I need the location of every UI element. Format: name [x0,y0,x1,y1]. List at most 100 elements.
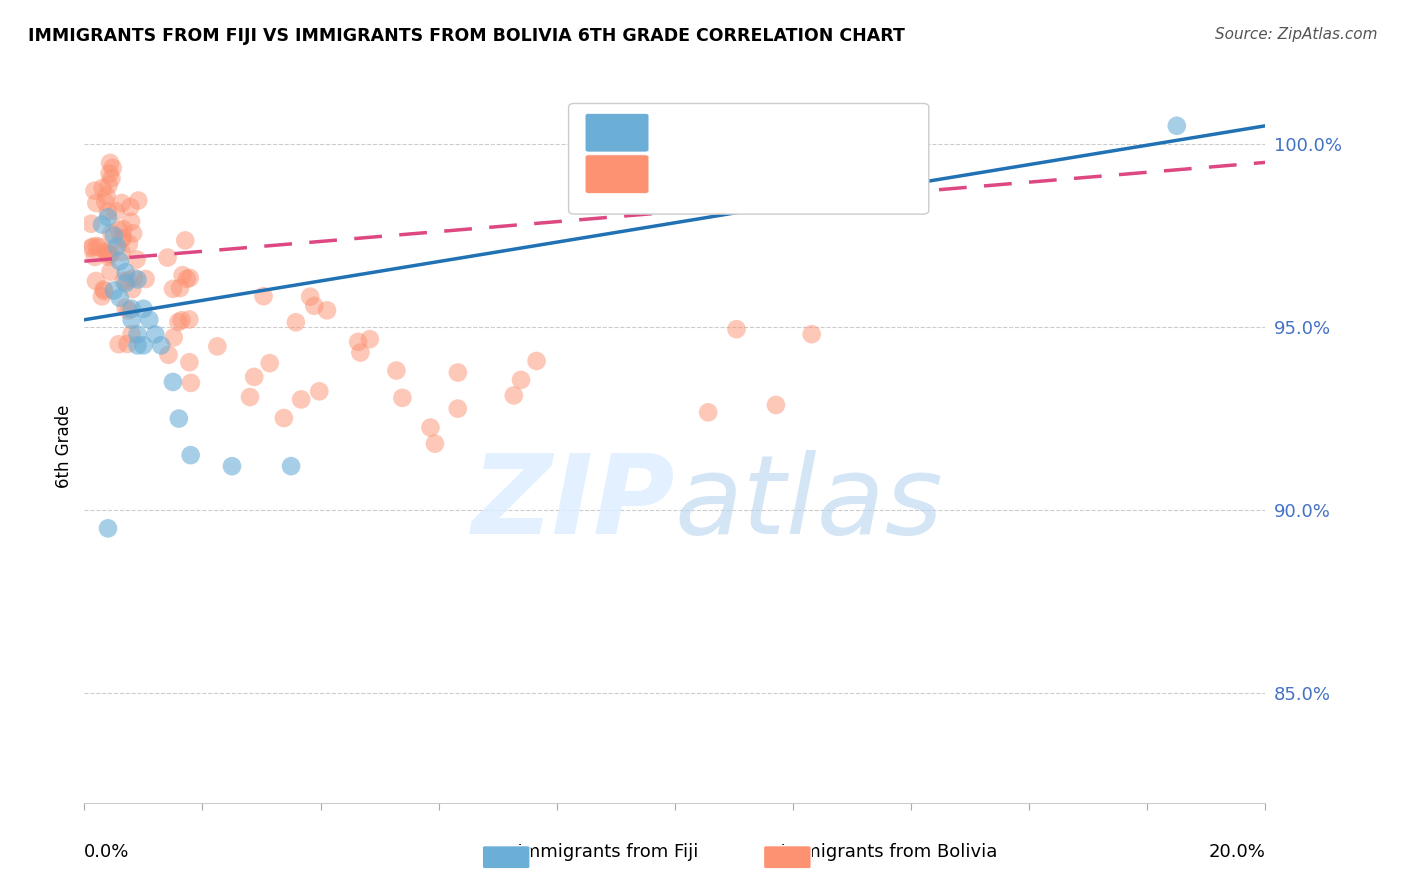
Point [284,315,307,329]
Point [98,247,121,261]
Point [89,240,111,254]
Point [510,373,533,387]
Point [93,282,115,296]
Point [156,251,179,265]
Point [163,330,186,344]
Point [127,272,149,286]
Point [97,247,120,261]
Point [180,448,202,462]
Point [207,339,229,353]
Point [143,327,166,342]
Point [419,420,441,434]
Text: Immigrants from Fiji: Immigrants from Fiji [482,843,699,861]
Point [97,178,120,193]
Point [172,268,194,282]
Point [105,239,128,253]
Point [104,204,127,219]
Point [83,184,105,198]
Point [86,239,108,253]
Point [526,354,548,368]
Point [304,299,326,313]
Point [122,270,145,285]
Point [150,338,173,352]
Point [308,384,330,399]
Point [179,355,201,369]
Y-axis label: 6th Grade: 6th Grade [55,404,73,488]
Point [110,245,132,260]
Point [108,254,131,268]
Text: Source: ZipAtlas.com: Source: ZipAtlas.com [1215,27,1378,42]
Point [1166,119,1188,133]
Point [316,303,339,318]
FancyBboxPatch shape [568,103,929,214]
Point [167,315,190,329]
Point [118,236,141,251]
Point [112,231,135,245]
Point [84,274,107,288]
Point [103,284,125,298]
Point [162,375,184,389]
Point [97,250,120,264]
Text: atlas: atlas [675,450,943,557]
Point [347,334,370,349]
Point [111,232,134,246]
Point [121,282,143,296]
Point [111,196,134,211]
Point [120,214,142,228]
Point [127,194,149,208]
Point [157,348,180,362]
Point [391,391,413,405]
Point [127,338,149,352]
Point [91,218,114,232]
Point [117,337,139,351]
Point [280,459,302,474]
Point [385,363,408,377]
Point [221,459,243,474]
Point [447,366,470,380]
Point [121,301,143,316]
Point [108,291,131,305]
Point [132,301,155,316]
Point [103,228,125,243]
Point [259,356,281,370]
Point [97,521,120,535]
Point [176,272,198,286]
Point [125,252,148,267]
Point [100,171,122,186]
Point [359,332,381,346]
Point [91,181,114,195]
Point [82,239,104,253]
Text: R = 0.145   N = 93: R = 0.145 N = 93 [664,165,848,184]
Point [290,392,312,407]
Text: ZIP: ZIP [471,450,675,557]
Point [121,327,143,342]
Point [349,345,371,359]
Point [83,250,105,264]
Point [114,265,136,279]
Point [800,327,823,342]
Point [96,188,118,202]
Point [112,222,135,236]
Point [252,289,274,303]
Point [107,222,129,236]
Point [117,303,139,318]
Point [98,166,121,180]
Point [90,289,112,303]
Point [502,388,524,402]
Point [98,156,121,170]
Point [299,290,322,304]
Point [96,244,118,258]
Point [725,322,748,336]
Point [174,234,197,248]
Point [162,282,184,296]
Point [122,227,145,241]
Point [97,204,120,219]
Point [101,161,124,175]
Point [167,411,190,425]
Point [100,227,122,241]
Point [93,284,115,298]
Point [117,273,139,287]
Point [138,312,160,326]
Point [97,211,120,225]
Point [127,327,149,342]
